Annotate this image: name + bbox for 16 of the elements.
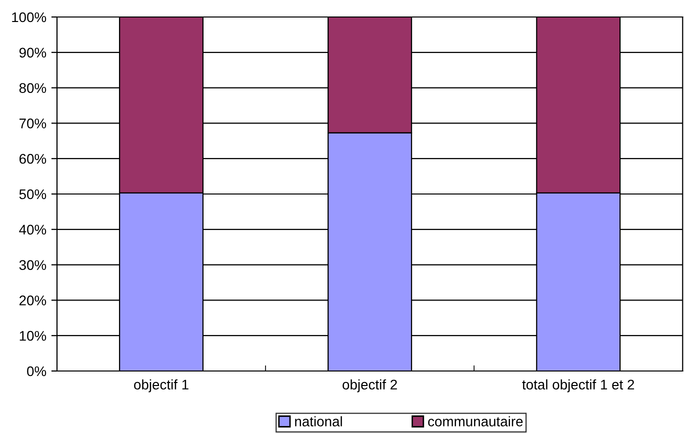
y-tick-label: 10% (20, 330, 46, 341)
y-tick-label: 20% (19, 296, 46, 306)
y-tick-label: 30% (19, 260, 46, 270)
y-tick-label: 60% (19, 154, 46, 164)
y-tick-label: 100% (12, 12, 46, 22)
y-tick-label: 40% (19, 224, 46, 235)
legend-label: communautaire (428, 416, 523, 426)
y-tick-label: 70% (20, 118, 46, 128)
x-tick-label: total objectif 1 et 2 (522, 379, 634, 392)
y-tick-label: 90% (19, 48, 46, 58)
legend-label: national (295, 416, 342, 426)
x-tick-label: objectif 2 (342, 379, 397, 392)
y-tick-label: 50% (19, 189, 46, 200)
y-tick-label: 0% (27, 366, 46, 376)
x-tick-label: objectif 1 (134, 379, 188, 392)
y-tick-label: 80% (19, 83, 46, 93)
